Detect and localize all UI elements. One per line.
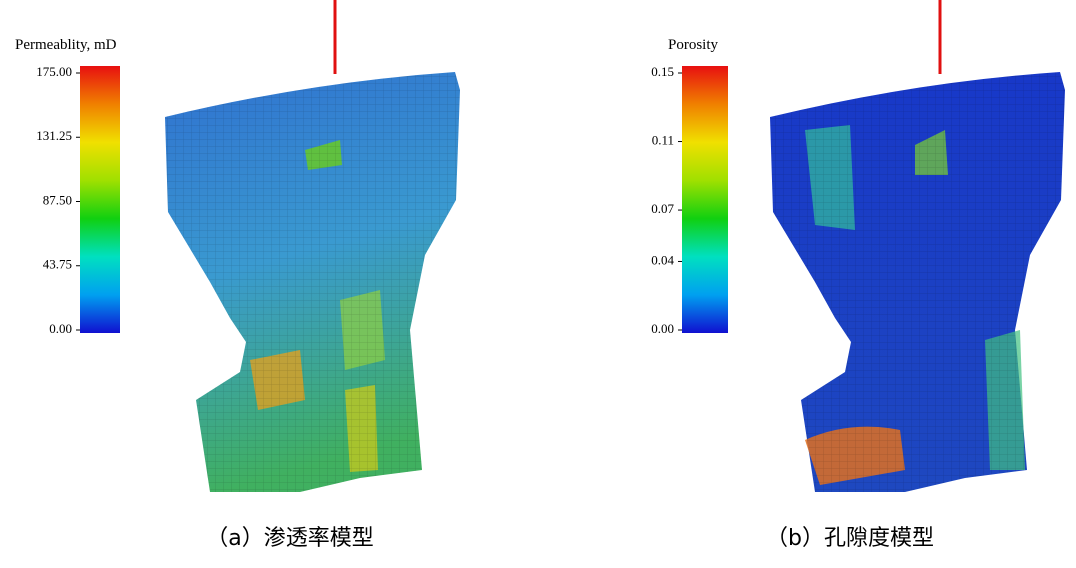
permeability-model bbox=[165, 0, 460, 492]
grid-texture bbox=[770, 72, 1065, 492]
tick-label: 175.00 bbox=[36, 64, 72, 79]
tick-label: 0.15 bbox=[651, 64, 674, 79]
tick-label: 0.04 bbox=[651, 252, 674, 267]
tick-label: 0.00 bbox=[651, 321, 674, 336]
tick-label: 43.75 bbox=[43, 257, 72, 272]
grid-texture bbox=[165, 72, 460, 492]
colorbar-title: Porosity bbox=[668, 37, 719, 53]
colorbar-title: Permeablity, mD bbox=[15, 37, 117, 53]
caption: （b）孔隙度模型 bbox=[766, 526, 934, 551]
tick-label: 0.11 bbox=[652, 133, 674, 148]
colorbar bbox=[80, 66, 120, 333]
colorbar bbox=[682, 66, 728, 333]
tick-label: 0.00 bbox=[49, 321, 72, 336]
porosity-model bbox=[770, 0, 1065, 492]
caption: （a）渗透率模型 bbox=[206, 526, 373, 551]
tick-label: 131.25 bbox=[36, 128, 72, 143]
tick-label: 87.50 bbox=[43, 192, 72, 207]
tick-label: 0.07 bbox=[651, 201, 674, 216]
